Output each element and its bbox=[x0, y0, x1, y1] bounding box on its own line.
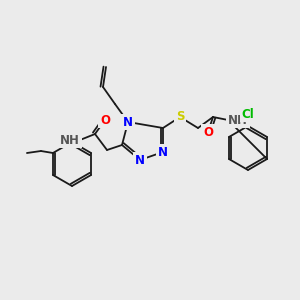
Text: S: S bbox=[176, 110, 184, 124]
Text: O: O bbox=[100, 113, 110, 127]
Text: N: N bbox=[158, 146, 168, 158]
Text: N: N bbox=[135, 154, 145, 166]
Text: Cl: Cl bbox=[242, 107, 254, 121]
Text: N: N bbox=[123, 116, 133, 128]
Text: NH: NH bbox=[60, 134, 80, 146]
Text: O: O bbox=[203, 125, 213, 139]
Text: NH: NH bbox=[228, 113, 248, 127]
